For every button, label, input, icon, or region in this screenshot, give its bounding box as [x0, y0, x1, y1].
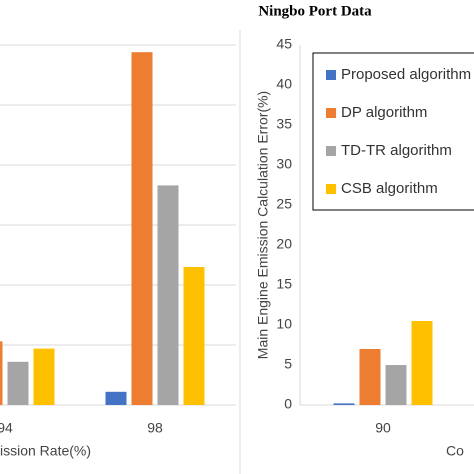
- legend-swatch: [326, 108, 336, 118]
- y-tick-label: 40: [276, 76, 292, 92]
- bar: [131, 52, 153, 405]
- y-tick-label: 10: [276, 316, 292, 332]
- y-tick-label: 20: [276, 236, 292, 252]
- legend-swatch: [326, 146, 336, 156]
- x-tick-label: 90: [375, 420, 391, 436]
- x-axis-title: ission Rate(%): [0, 443, 91, 459]
- legend-swatch: [326, 184, 336, 194]
- y-tick-label: 15: [276, 276, 292, 292]
- bar: [157, 185, 179, 405]
- bar: [105, 391, 127, 405]
- y-tick-label: 25: [276, 196, 292, 212]
- x-tick-label: 98: [147, 420, 163, 436]
- legend-label: TD-TR algorithm: [341, 142, 452, 159]
- x-tick-label: 94: [0, 420, 13, 436]
- y-axis-title: Main Engine Emission Calculation Error(%…: [255, 91, 271, 359]
- bar: [7, 361, 29, 405]
- bar: [0, 341, 3, 405]
- bar: [411, 321, 433, 405]
- legend-box: [312, 52, 474, 211]
- chart-title: Ningbo Port Data: [258, 3, 372, 19]
- y-tick-label: 45: [276, 36, 292, 52]
- legend-label: CSB algorithm: [341, 180, 438, 197]
- y-tick-label: 30: [276, 156, 292, 172]
- y-tick-label: 5: [284, 356, 292, 372]
- y-tick-label: 0: [284, 396, 292, 412]
- legend-label: DP algorithm: [341, 104, 427, 121]
- x-axis-title: Co: [446, 443, 464, 459]
- legend-swatch: [326, 70, 336, 80]
- bar: [333, 403, 355, 405]
- legend-label: Proposed algorithm: [341, 66, 471, 83]
- bar: [385, 365, 407, 405]
- bar: [359, 349, 381, 405]
- y-tick-label: 35: [276, 116, 292, 132]
- bar: [33, 348, 55, 405]
- bar: [183, 267, 205, 405]
